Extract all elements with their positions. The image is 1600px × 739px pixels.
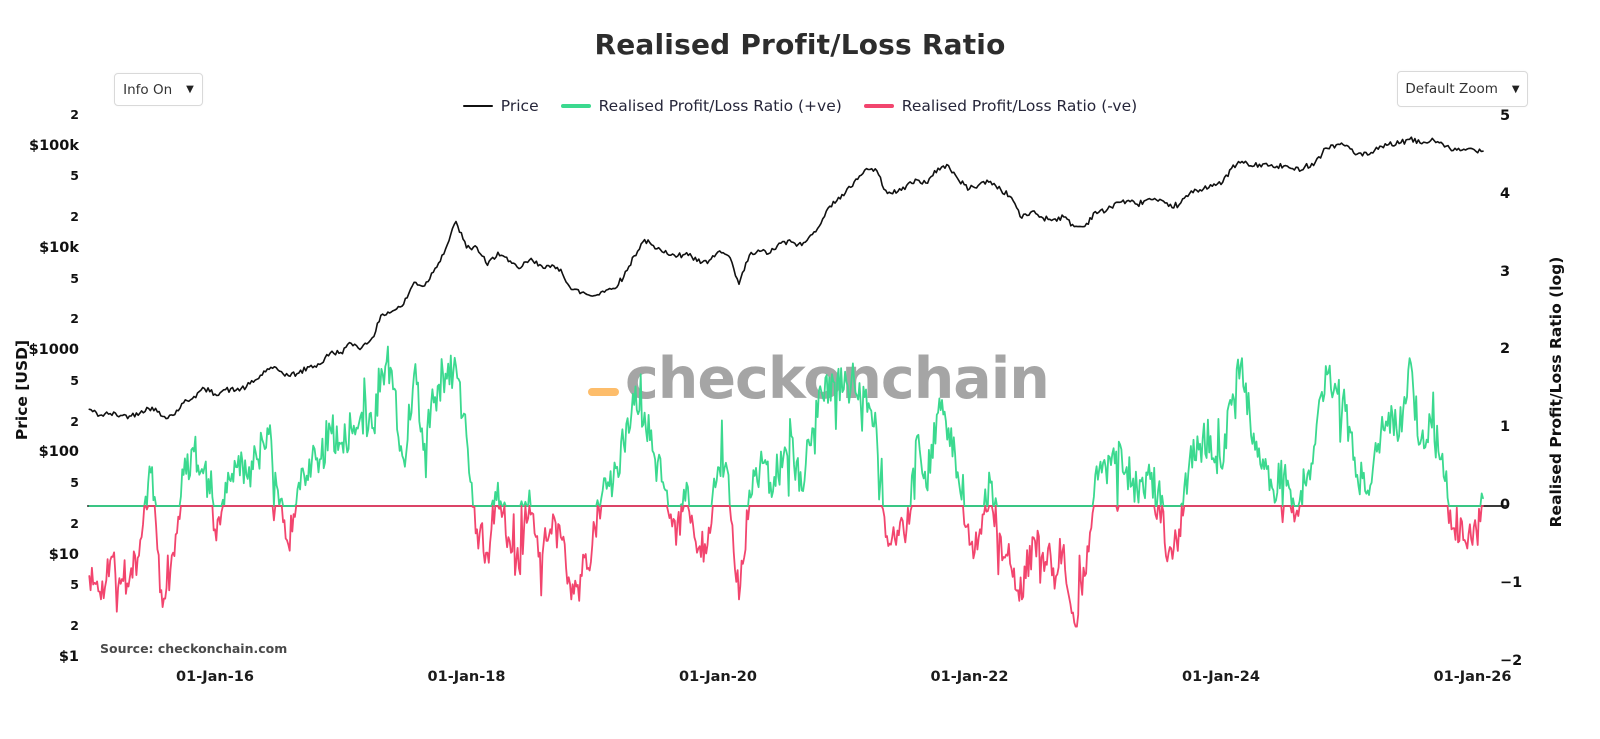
y-left-tick: 5 xyxy=(70,168,79,184)
y-left-tick: $10 xyxy=(48,546,79,563)
y-right-tick: 3 xyxy=(1500,263,1511,280)
legend-swatch xyxy=(560,104,591,108)
zoom-preset-dropdown[interactable]: Default Zoom ▼ xyxy=(1397,71,1528,107)
y-left-tick: 2 xyxy=(70,515,79,531)
info-toggle-label: Info On xyxy=(123,81,173,98)
chevron-down-icon: ▼ xyxy=(1511,83,1520,95)
y-left-tick: 2 xyxy=(70,311,79,327)
y-left-tick: $100 xyxy=(38,444,79,461)
y-left-tick: $1 xyxy=(58,649,79,665)
y-left-tick: 5 xyxy=(70,475,79,491)
y-axis-title-right: Realised Profit/Loss Ratio (log) xyxy=(1547,256,1565,528)
legend-item-price[interactable]: Price xyxy=(462,97,539,115)
legend-item-label: Realised Profit/Loss Ratio (+ve) xyxy=(598,97,842,115)
y-right-tick: −1 xyxy=(1500,574,1523,591)
y-right-tick: 0 xyxy=(1500,497,1511,513)
source-note: Source: checkonchain.com xyxy=(100,641,288,656)
legend-swatch xyxy=(863,104,894,108)
page-title: Realised Profit/Loss Ratio xyxy=(594,28,1006,61)
y-right-tick: 2 xyxy=(1500,341,1511,358)
x-axis-tick: 01-Jan-18 xyxy=(427,669,506,685)
legend: Price Realised Profit/Loss Ratio (+ve) Rea… xyxy=(0,97,1600,115)
zoom-preset-label: Default Zoom xyxy=(1405,81,1498,97)
y-left-tick: $10k xyxy=(39,239,79,256)
y-left-tick: 2 xyxy=(70,106,79,122)
legend-item-ratio-negative[interactable]: Realised Profit/Loss Ratio (-ve) xyxy=(863,97,1138,115)
info-toggle-dropdown[interactable]: Info On ▼ xyxy=(114,73,203,106)
x-axis-tick: 01-Jan-20 xyxy=(679,669,757,685)
legend-item-ratio-positive[interactable]: Realised Profit/Loss Ratio (+ve) xyxy=(560,97,842,115)
x-axis-tick: 01-Jan-26 xyxy=(1433,669,1512,685)
y-right-tick: 1 xyxy=(1500,419,1511,436)
chevron-down-icon: ▼ xyxy=(186,84,194,95)
y-left-tick: 5 xyxy=(70,372,79,388)
y-right-tick: 5 xyxy=(1500,108,1511,124)
y-left-tick: $100k xyxy=(29,137,79,154)
y-left-tick: 5 xyxy=(70,270,79,286)
y-right-tick: −2 xyxy=(1500,652,1523,669)
legend-item-label: Realised Profit/Loss Ratio (-ve) xyxy=(901,97,1138,115)
x-axis-tick: 01-Jan-24 xyxy=(1182,669,1260,685)
y-axis-title-left: Price [USD] xyxy=(13,339,31,441)
y-right-tick: 4 xyxy=(1500,185,1511,202)
x-axis-tick: 01-Jan-16 xyxy=(176,669,254,685)
y-left-tick: $1000 xyxy=(28,342,79,359)
legend-item-label: Price xyxy=(500,97,539,115)
legend-swatch xyxy=(462,105,493,107)
y-left-tick: 2 xyxy=(70,618,79,634)
y-left-tick: 2 xyxy=(70,209,79,224)
x-axis-tick: 01-Jan-22 xyxy=(930,669,1009,685)
y-left-tick: 2 xyxy=(70,413,79,429)
y-left-tick: 5 xyxy=(70,577,79,593)
